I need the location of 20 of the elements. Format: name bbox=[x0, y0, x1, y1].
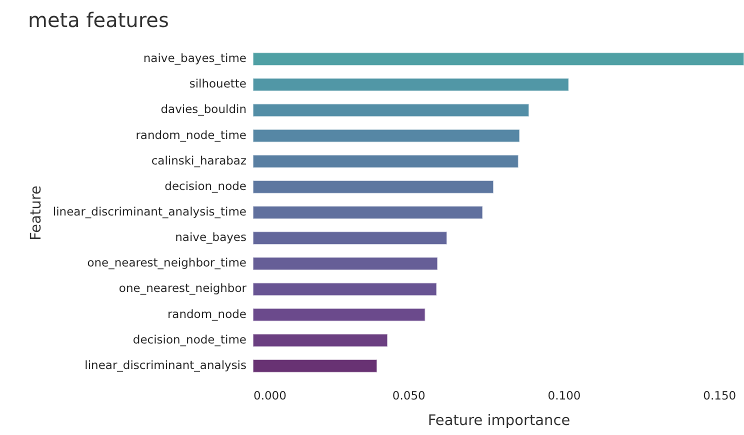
x-tick-label: 0.100 bbox=[548, 388, 581, 402]
y-tick-label: one_nearest_neighbor bbox=[118, 281, 247, 296]
y-tick-label: one_nearest_neighbor_time bbox=[87, 256, 246, 270]
y-tick-label: random_node bbox=[167, 306, 246, 321]
chart-title: meta features bbox=[28, 8, 169, 32]
x-tick-label: 0.150 bbox=[703, 388, 736, 402]
y-tick-label: davies_bouldin bbox=[160, 102, 246, 116]
y-tick-label: calinski_harabaz bbox=[151, 153, 246, 168]
x-tick-label: 0.050 bbox=[392, 388, 426, 402]
y-tick-label: silhouette bbox=[189, 76, 246, 91]
x-axis-title: Feature importance bbox=[428, 413, 570, 429]
y-tick-label: naive_bayes_time bbox=[143, 51, 246, 66]
y-axis-title: Feature bbox=[28, 186, 44, 240]
y-tick-label: decision_node_time bbox=[132, 332, 246, 346]
y-tick-label: decision_node bbox=[164, 178, 246, 193]
y-tick-label: linear_discriminant_analysis_time bbox=[52, 204, 246, 218]
x-tick-label: 0.000 bbox=[254, 388, 286, 402]
y-tick-label: naive_bayes bbox=[175, 230, 246, 244]
y-tick-label: random_node_time bbox=[136, 128, 246, 142]
y-tick-label: linear_discriminant_analysis bbox=[84, 358, 247, 372]
